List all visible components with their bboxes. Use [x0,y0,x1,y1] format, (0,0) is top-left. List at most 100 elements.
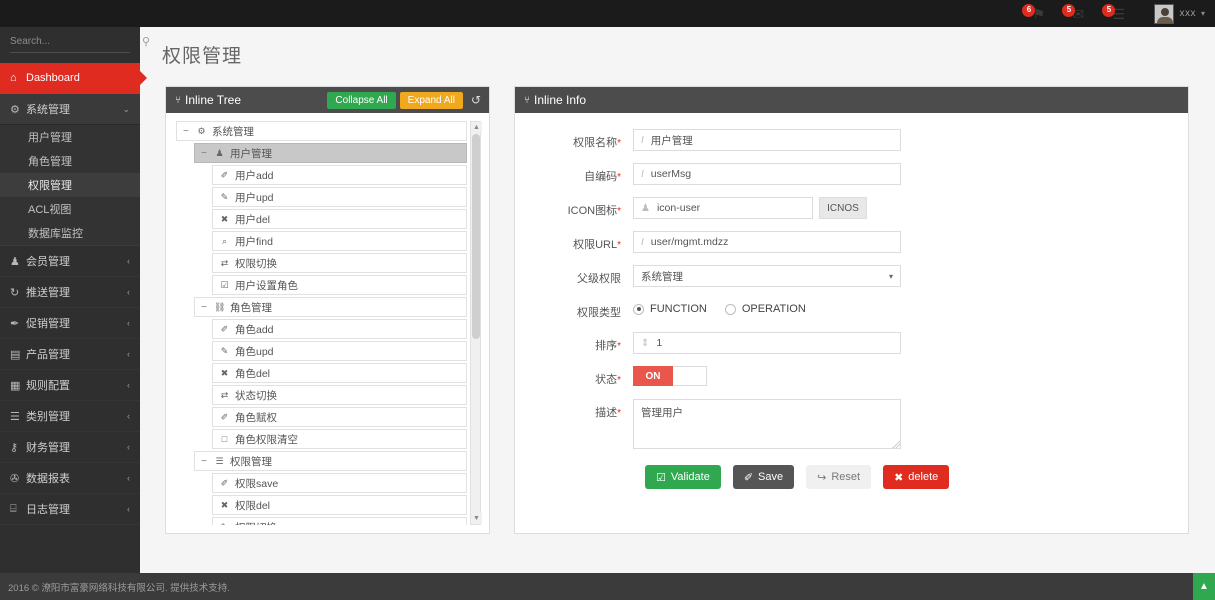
tree-node[interactable]: ✖ 角色del [212,363,467,383]
order-input[interactable]: ⇕ 1 [633,332,901,354]
permission-code-input[interactable]: I userMsg [633,163,901,185]
tree-node[interactable]: ✐ 角色add [212,319,467,339]
tree-scrollbar[interactable]: ▲ ▼ [470,121,482,525]
toggle-icon[interactable]: − [201,147,207,159]
search-icon: ⌕ [221,235,228,246]
sidebar-item-promotion-management[interactable]: ✒ 促销管理 ‹ [0,308,140,339]
form-row-description: 描述* 管理用户 [515,399,1188,449]
tree-node-label: 权限切换 [235,257,277,270]
sidebar-item-category-management[interactable]: ☰ 类别管理 ‹ [0,401,140,432]
tree-node[interactable]: ✎ 用户upd [212,187,467,207]
radio-function[interactable]: FUNCTION [633,303,707,315]
search-icon[interactable]: ⚲ [142,36,151,48]
tree-node[interactable]: − ⚙ 系统管理 [176,121,467,141]
sidebar-item-finance-management[interactable]: ⚷ 财务管理 ‹ [0,432,140,463]
radio-operation[interactable]: OPERATION [724,303,806,315]
toggle-icon[interactable]: − [183,125,189,137]
sidebar-item-push-management[interactable]: ↻ 推送管理 ‹ [0,277,140,308]
tree-node-label: 用户管理 [230,147,272,160]
parent-permission-select[interactable]: 系统管理 ▾ [633,265,901,287]
icon-label-text: ICON图标 [567,205,618,217]
tree-node-label: 用户del [235,213,271,226]
permission-name-input[interactable]: I 用户管理 [633,129,901,151]
tree-node[interactable]: ✐ 用户add [212,165,467,185]
form-row-type: 权限类型 FUNCTION OPERATION [515,299,1188,320]
sidebar-item-data-reports[interactable]: ✇ 数据报表 ‹ [0,463,140,494]
sidebar-item-rule-config[interactable]: ▦ 规则配置 ‹ [0,370,140,401]
sidebar-item-label: 日志管理 [26,504,70,516]
permission-icon-value: icon-user [656,202,701,214]
radio-indicator[interactable] [724,303,736,315]
tree-node[interactable]: ☑ 用户设置角色 [212,275,467,295]
info-panel-title: Inline Info [534,93,587,107]
tree-node[interactable]: ✐ 角色赋权 [212,407,467,427]
expand-all-button[interactable]: Expand All [399,91,463,109]
tree-node[interactable]: □ 角色权限清空 [212,429,467,449]
scroll-up-icon[interactable]: ▲ [471,122,482,133]
permission-code-value: userMsg [650,168,692,180]
validate-button[interactable]: ☑ Validate [645,465,721,489]
tree-node[interactable]: ✎ 角色upd [212,341,467,361]
tree-node[interactable]: ✐ 权限save [212,473,467,493]
notification-messages-button[interactable]: 5 ✉ [1062,3,1090,22]
sidebar-subitem-db-monitor[interactable]: 数据库监控 [0,221,140,245]
sidebar-subitem-label: ACL视图 [28,204,72,216]
tree-node-label: 权限del [235,499,271,512]
icnos-button[interactable]: ICNOS [819,197,867,219]
sidebar-item-log-management[interactable]: ⌸ 日志管理 ‹ [0,494,140,525]
chart-icon: ✇ [10,472,20,485]
search-input[interactable] [10,36,142,47]
form-row-icon: ICON图标* ♟ icon-user ICNOS [515,197,1188,219]
toggle-icon[interactable]: − [201,455,207,467]
tree-node[interactable]: − ♟ 用户管理 [194,143,467,163]
messages-badge-count: 5 [1062,3,1076,17]
sidebar-subitem-role-management[interactable]: 角色管理 [0,149,140,173]
tree-node[interactable]: ✎ 权限切换 [212,517,467,525]
scroll-down-icon[interactable]: ▼ [471,513,482,524]
sidebar-subitem-label: 数据库监控 [28,228,83,240]
tree-panel-title: Inline Tree [185,93,242,107]
tree-node[interactable]: ⌕ 用户find [212,231,467,251]
sidebar-item-member-management[interactable]: ♟ 会员管理 ‹ [0,246,140,277]
parent-permission-value: 系统管理 [641,270,683,283]
reset-button-label: Reset [831,471,861,483]
tree-node[interactable]: ✖ 用户del [212,209,467,229]
refresh-icon: ↻ [10,286,20,299]
chevron-left-icon: ‹ [127,473,130,483]
reset-button[interactable]: ↪ Reset [806,465,872,489]
scrollbar-thumb[interactable] [472,134,480,339]
refresh-icon[interactable]: ↺ [470,93,481,107]
permission-type-radio-group: FUNCTION OPERATION [633,299,1188,315]
notification-flag-button[interactable]: 6 ⚑ [1022,3,1050,22]
sidebar-subitem-user-management[interactable]: 用户管理 [0,125,140,149]
status-toggle-handle[interactable] [673,366,707,386]
notification-tasks-button[interactable]: 5 ☰ [1102,3,1130,22]
user-menu[interactable]: xxx ▾ [1148,3,1205,24]
permission-icon-input[interactable]: ♟ icon-user [633,197,813,219]
tree-node[interactable]: − ⛓ 角色管理 [194,297,467,317]
scroll-to-top-button[interactable]: ▲ [1193,573,1215,600]
sidebar-subitem-label: 角色管理 [28,156,72,168]
toggle-icon[interactable]: − [201,301,207,313]
sidebar-subitem-label: 权限管理 [28,180,72,192]
sidebar-item-dashboard[interactable]: ⌂ Dashboard [0,63,140,94]
tree-node[interactable]: ⇄ 权限切换 [212,253,467,273]
status-toggle[interactable]: ON [633,366,707,386]
tree-node[interactable]: ⇄ 状态切换 [212,385,467,405]
radio-indicator[interactable] [633,303,644,315]
permission-url-input[interactable]: I user/mgmt.mdzz [633,231,901,253]
sidebar-item-product-management[interactable]: ▤ 产品管理 ‹ [0,339,140,370]
close-icon: ✖ [894,471,904,484]
description-textarea[interactable]: 管理用户 [633,399,901,449]
tree-node[interactable]: − ☰ 权限管理 [194,451,467,471]
sidebar-subitem-permission-management[interactable]: 权限管理 [0,173,140,197]
tree-node-label: 用户设置角色 [235,279,298,292]
save-button[interactable]: ✐ Save [732,465,795,489]
list-icon: ☰ [215,455,224,466]
tree-node[interactable]: ✖ 权限del [212,495,467,515]
user-icon: ♟ [641,202,650,214]
delete-button[interactable]: ✖ delete [883,465,950,489]
sidebar-item-system-management[interactable]: ⚙ 系统管理 ⌄ [0,94,140,125]
collapse-all-button[interactable]: Collapse All [327,91,396,109]
sidebar-subitem-acl-view[interactable]: ACL视图 [0,197,140,221]
